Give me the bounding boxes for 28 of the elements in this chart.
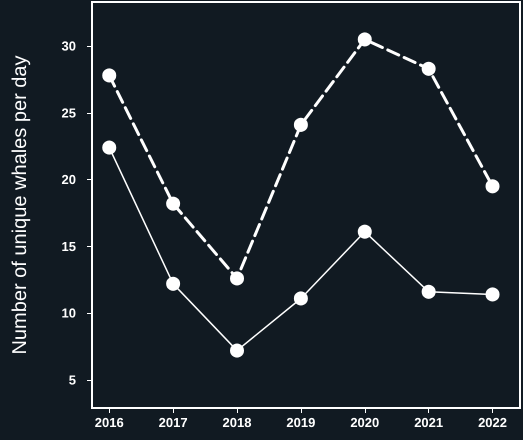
point [358, 224, 372, 239]
point [358, 32, 372, 46]
x-tick-label: 2020 [350, 415, 380, 430]
point [102, 68, 116, 82]
y-tick-label: 5 [68, 372, 76, 388]
point [294, 291, 308, 306]
point [166, 196, 180, 211]
y-tick-label: 25 [62, 105, 76, 120]
point [486, 287, 500, 302]
x-tick-label: 2017 [158, 415, 188, 430]
point [422, 284, 436, 299]
x-tick-label: 2022 [478, 415, 507, 430]
x-tick-label: 2021 [414, 415, 444, 430]
point [294, 118, 308, 132]
y-axis-title: Number of unique whales per day [9, 55, 31, 355]
point [230, 271, 244, 286]
y-tick-label: 30 [62, 38, 76, 54]
x-tick-label: 2019 [286, 415, 316, 430]
y-tick-label: 20 [62, 172, 76, 188]
x-tick-label: 2016 [94, 415, 124, 430]
point [230, 344, 244, 358]
point [486, 179, 500, 194]
point [422, 62, 436, 76]
point [166, 276, 180, 291]
y-tick-label: 15 [62, 238, 76, 254]
point [102, 140, 116, 155]
x-tick-label: 2018 [222, 415, 252, 430]
y-tick-label: 10 [62, 306, 76, 321]
